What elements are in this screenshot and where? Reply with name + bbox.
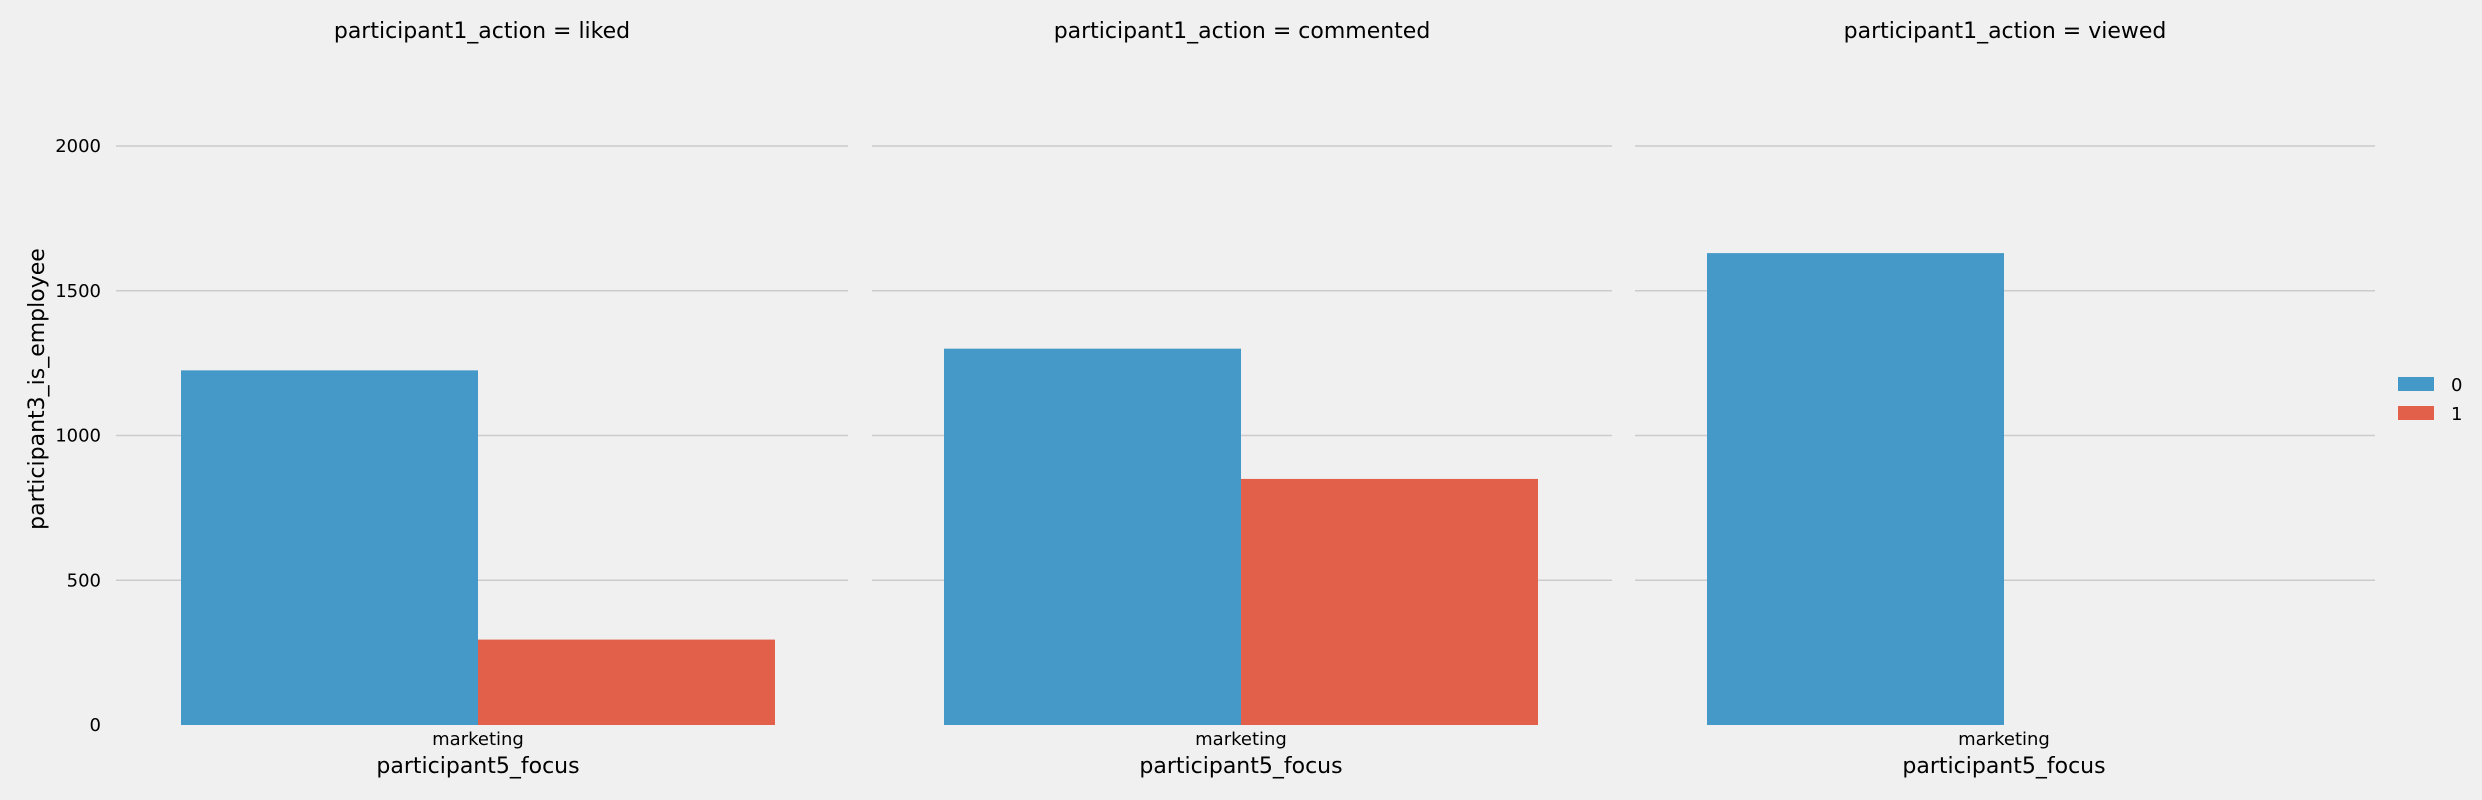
bar — [944, 348, 1241, 725]
x-tick-label: marketing — [432, 729, 524, 750]
legend-swatch — [2398, 377, 2434, 391]
bar — [1707, 253, 2004, 726]
legend: 01 — [2398, 375, 2462, 425]
legend-label: 1 — [2451, 404, 2462, 425]
bar — [478, 639, 775, 725]
x-axis-label: participant5_focus — [376, 754, 579, 779]
x-axis-label: participant5_focus — [1139, 754, 1342, 779]
y-tick-label: 1000 — [55, 426, 101, 447]
y-tick-label: 0 — [90, 715, 101, 736]
legend-swatch — [2398, 406, 2434, 420]
y-tick-label: 1500 — [55, 281, 101, 302]
facet-panel: participant1_action = viewed marketing par… — [1635, 19, 2375, 779]
y-tick-label: 2000 — [55, 136, 101, 157]
legend-label: 0 — [2451, 375, 2462, 396]
facet-title: participant1_action = liked — [334, 19, 630, 44]
y-tick-label: 500 — [67, 570, 101, 591]
bar — [1241, 478, 1538, 725]
bar — [181, 370, 478, 725]
facet-panel: participant1_action = commented marketing… — [872, 19, 1612, 779]
x-tick-label: marketing — [1195, 729, 1287, 750]
facet-title: participant1_action = commented — [1054, 19, 1431, 44]
y-axis-label: participant3_is_employee — [25, 248, 50, 530]
facets-group: participant1_action = likedmarketingpart… — [55, 19, 2375, 779]
facet-panel: participant1_action = liked marketing part… — [55, 19, 848, 779]
x-tick-label: marketing — [1958, 729, 2050, 750]
x-axis-label: participant5_focus — [1902, 754, 2105, 779]
facet-title: participant1_action = viewed — [1844, 19, 2167, 44]
